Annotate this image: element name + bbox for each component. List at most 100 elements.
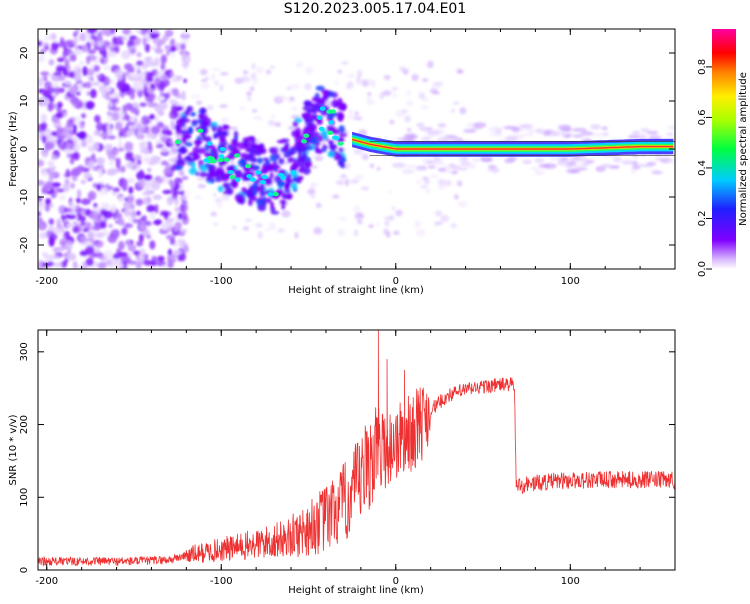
noise-patch [473, 122, 487, 129]
noise-patch [437, 167, 447, 173]
energy-blob [287, 173, 293, 179]
noise-patch [75, 165, 85, 173]
y-tick-label: 10 [19, 95, 30, 108]
energy-highlight [227, 169, 234, 175]
colorbar-ticks: 0.0 0.2 0.4 0.6 0.8 [697, 59, 712, 277]
noise-patch [134, 29, 142, 33]
noise-patch [152, 38, 163, 45]
noise-patch [423, 177, 430, 185]
y-tick-label: 20 [19, 47, 30, 60]
noise-patch [211, 72, 216, 81]
noise-patch [143, 174, 153, 181]
energy-blob [233, 147, 239, 153]
noise-patch [73, 31, 78, 38]
energy-blob [338, 133, 348, 138]
noise-patch [142, 156, 152, 164]
noise-patch [141, 115, 150, 126]
noise-patch [177, 238, 186, 243]
noise-patch [169, 71, 175, 78]
noise-patch [142, 191, 151, 196]
noise-patch [82, 66, 88, 76]
noise-patch [91, 81, 101, 87]
noise-patch [391, 87, 398, 91]
noise-patch [229, 160, 235, 164]
energy-highlight [223, 157, 230, 162]
energy-blob [290, 163, 299, 170]
noise-patch [129, 90, 136, 100]
noise-patch [558, 130, 570, 136]
noise-patch [356, 69, 363, 78]
noise-patch [180, 43, 186, 51]
noise-patch [97, 262, 107, 269]
noise-patch [72, 226, 80, 234]
y-tick-label: -20 [19, 237, 30, 253]
noise-patch [341, 61, 349, 65]
noise-patch [155, 143, 164, 149]
noise-patch [250, 72, 257, 80]
noise-patch [148, 93, 155, 103]
energy-blob [338, 125, 345, 134]
noise-patch [136, 240, 144, 247]
noise-patch [118, 218, 125, 227]
noise-patch [572, 155, 580, 160]
noise-patch [85, 208, 91, 217]
energy-blob [209, 170, 219, 177]
noise-patch [60, 214, 67, 220]
energy-highlight [197, 128, 204, 133]
energy-blob [210, 144, 216, 152]
noise-patch [46, 141, 56, 150]
energy-blob [183, 109, 190, 117]
noise-patch [133, 154, 142, 160]
noise-patch [127, 194, 135, 204]
noise-patch [257, 231, 264, 239]
noise-patch [113, 187, 120, 193]
energy-blob [304, 160, 313, 168]
noise-patch [421, 136, 431, 142]
noise-patch [163, 177, 169, 185]
noise-patch [310, 165, 318, 169]
noise-patch [174, 206, 180, 213]
noise-patch [55, 112, 64, 119]
noise-patch [165, 48, 171, 57]
energy-blob [205, 177, 212, 182]
noise-patch [71, 137, 79, 145]
noise-patch [182, 29, 188, 36]
noise-patch [96, 157, 106, 165]
noise-patch [137, 158, 142, 166]
noise-patch [220, 117, 230, 123]
noise-patch [438, 123, 447, 128]
noise-patch [127, 260, 137, 265]
noise-patch [420, 185, 428, 189]
energy-highlight [174, 139, 181, 145]
noise-patch [639, 134, 647, 140]
energy-blob [273, 165, 279, 173]
noise-patch [353, 116, 363, 121]
noise-patch [87, 231, 95, 242]
noise-patch [253, 115, 263, 121]
noise-patch [107, 101, 114, 108]
noise-patch [110, 29, 116, 35]
energy-highlight [228, 174, 235, 180]
noise-patch [511, 126, 521, 133]
energy-blob [280, 201, 286, 210]
noise-patch [115, 262, 124, 269]
energy-blob [262, 157, 269, 162]
noise-patch [70, 152, 79, 159]
noise-patch [87, 190, 97, 201]
spectrogram-y-ticks: -20 -10 0 10 20 [19, 47, 675, 253]
noise-patch [130, 72, 140, 79]
noise-patch [69, 85, 77, 95]
noise-patch [63, 148, 73, 154]
noise-patch [242, 226, 250, 231]
noise-patch [52, 39, 58, 44]
noise-patch [181, 211, 188, 221]
noise-patch [136, 210, 141, 216]
noise-patch [255, 66, 264, 74]
noise-patch [84, 81, 92, 89]
energy-blob [199, 171, 208, 178]
snr-plot-area [38, 330, 675, 567]
noise-patch [421, 97, 429, 102]
noise-patch [130, 210, 137, 219]
noise-patch [97, 132, 108, 138]
